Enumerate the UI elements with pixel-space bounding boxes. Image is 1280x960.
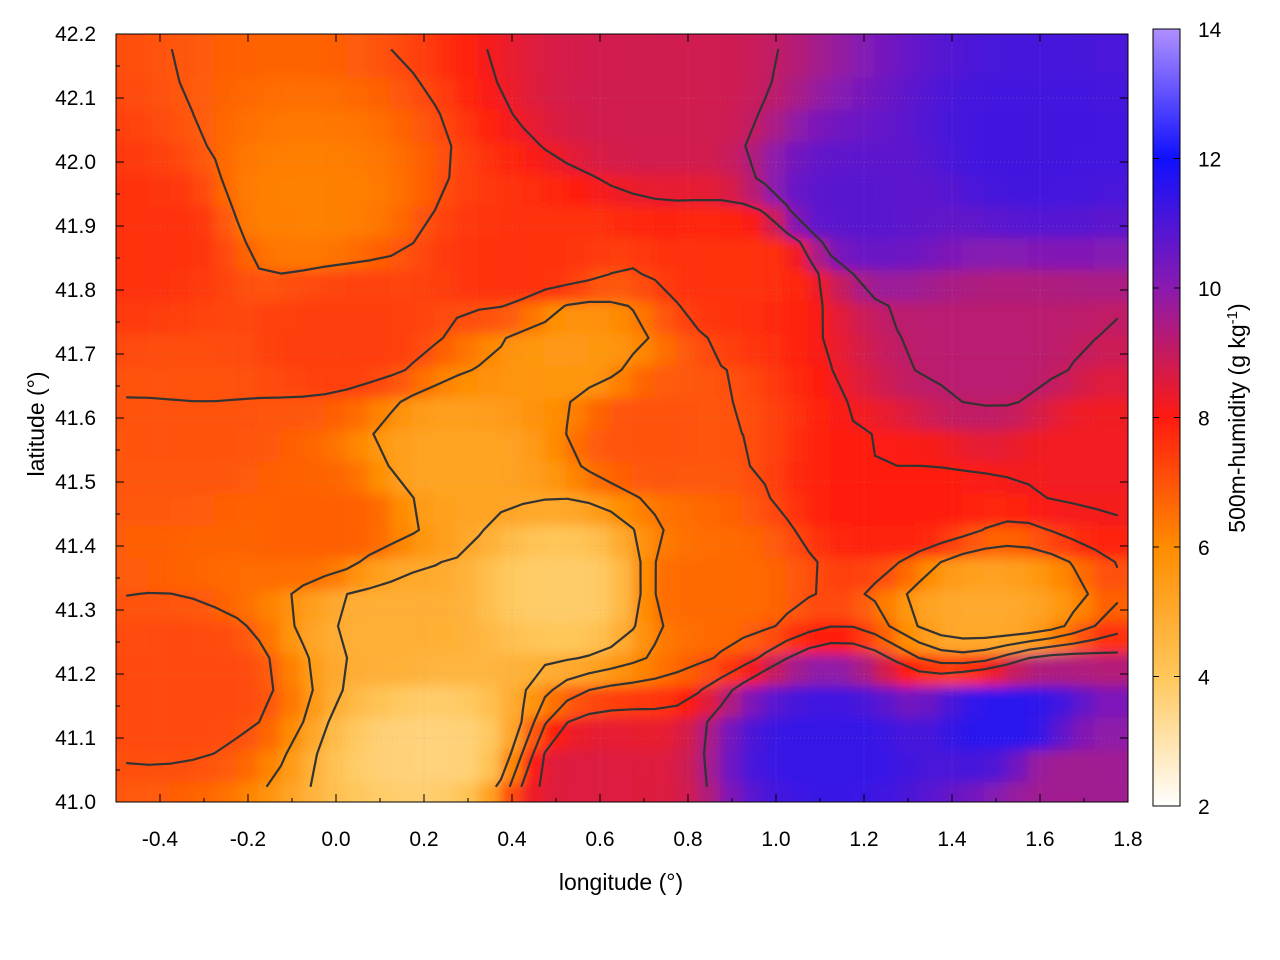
y-tick-label: 41.8 <box>55 279 96 302</box>
x-tick-label: 0.4 <box>497 828 527 851</box>
contour-line <box>486 48 1119 788</box>
colorbar-ticks: 2 4 6 8 10 12 14 <box>1153 19 1222 819</box>
x-tick-label: 1.0 <box>761 828 790 851</box>
contour-lines <box>125 48 1119 788</box>
y-tick-label: 41.0 <box>55 791 96 814</box>
field-cell <box>1094 34 1128 78</box>
y-tick-label: 41.9 <box>55 215 96 238</box>
humidity-field <box>116 34 1128 802</box>
colorbar-tick-label: 4 <box>1198 667 1210 690</box>
x-tick-label: 0.2 <box>409 828 438 851</box>
contour-line <box>702 48 1119 788</box>
x-axis-label: longitude (°) <box>559 869 683 895</box>
y-tick-label: 42.1 <box>55 87 96 110</box>
contour-line <box>309 497 642 788</box>
y-tick-label: 41.4 <box>55 535 96 558</box>
contour-line <box>125 48 1119 788</box>
y-tick-label: 41.2 <box>55 663 96 686</box>
colorbar-label-sup: -1 <box>1224 311 1241 324</box>
x-tick-label: 1.6 <box>1025 828 1054 851</box>
colorbar-tick-label: 10 <box>1198 278 1221 301</box>
colorbar-tick-label: 6 <box>1198 537 1210 560</box>
colorbar-tick-label: 2 <box>1198 796 1210 819</box>
colorbar-tick-label: 8 <box>1198 408 1210 431</box>
grid-lines <box>116 34 1128 802</box>
colorbar-label-base: 500m-humidity (g kg <box>1224 324 1250 532</box>
humidity-field-cells <box>116 34 1128 802</box>
y-tick-label: 41.7 <box>55 343 96 366</box>
x-tick-label: 0.8 <box>673 828 702 851</box>
y-tick-label: 41.1 <box>55 727 96 750</box>
y-tick-label: 41.6 <box>55 407 96 430</box>
y-axis-label: latitude (°) <box>23 371 49 476</box>
x-axis-ticks: -0.4 -0.2 0.0 0.2 0.4 0.6 0.8 1.0 1.2 1.4 1.6 1.8 <box>115 34 1143 851</box>
x-tick-label: 1.8 <box>1113 828 1142 851</box>
colorbar-label-end: ) <box>1224 303 1250 311</box>
y-tick-label: 41.3 <box>55 599 96 622</box>
x-tick-label: 1.4 <box>937 828 967 851</box>
colorbar: 2 4 6 8 10 12 14 500m-humidity (g kg-1) <box>1152 19 1251 819</box>
y-tick-label: 42.2 <box>55 23 96 46</box>
x-tick-label: -0.2 <box>230 828 266 851</box>
heatmap-plot-area <box>116 34 1128 802</box>
x-tick-label: 1.2 <box>849 828 878 851</box>
x-tick-label: 0.0 <box>321 828 350 851</box>
contour-line <box>266 300 1090 788</box>
y-axis-ticks: 41.0 41.1 41.2 41.3 41.4 41.5 41.6 41.7 41.8 41.9… <box>55 23 1128 814</box>
colorbar-label: 500m-humidity (g kg-1) <box>1224 303 1251 532</box>
colorbar-tick-label: 14 <box>1198 19 1222 42</box>
colorbar-tick-label: 12 <box>1198 149 1221 172</box>
y-tick-label: 42.0 <box>55 151 96 174</box>
x-tick-label: 0.6 <box>585 828 614 851</box>
y-tick-label: 41.5 <box>55 471 96 494</box>
x-tick-label: -0.4 <box>142 828 179 851</box>
